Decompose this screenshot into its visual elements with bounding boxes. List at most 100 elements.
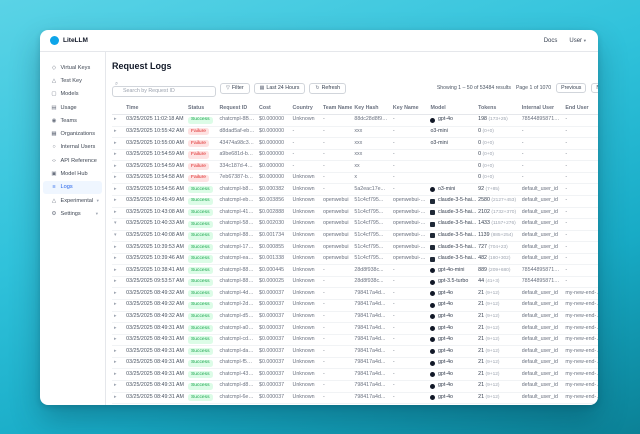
chevron-right-icon[interactable]: ▸ <box>114 324 117 331</box>
key-hash-cell: xxx <box>352 137 391 150</box>
request-id-cell[interactable]: chatcmpl-eaa8... <box>217 253 258 266</box>
request-id-cell[interactable]: chatcmpl-88P3... <box>217 276 258 289</box>
country-cell: Unknown <box>290 299 321 312</box>
model-cell: gpt-3.5-turbo <box>428 276 477 289</box>
key-name-cell: - <box>390 299 429 312</box>
internal-user-cell: default_user_id <box>519 368 564 381</box>
sidebar-item-model-hub[interactable]: ▣ Model Hub <box>43 167 102 180</box>
request-id-cell[interactable]: chatcmpl-f5e7... <box>217 357 258 370</box>
chevron-down-icon[interactable]: ▾ <box>114 220 117 227</box>
chevron-right-icon[interactable]: ▸ <box>114 359 117 366</box>
model-name: gpt-4o <box>437 382 453 389</box>
end-user-cell: - <box>563 218 598 231</box>
request-id-cell[interactable]: d8dad5af-eb08... <box>217 126 258 139</box>
table-row: ▸ 03/25/2025 08:49:32 AM Success chatcmpl-4… <box>112 287 598 300</box>
user-menu[interactable]: User ▾ <box>569 37 586 44</box>
time-cell: 03/25/2025 08:49:31 AM <box>124 392 187 405</box>
tokens-breakdown: (9+12) <box>485 383 500 389</box>
chevron-right-icon[interactable]: ▸ <box>114 197 117 204</box>
sidebar-item-settings[interactable]: ⚙ Settings ▾ <box>43 207 102 220</box>
sidebar-item-experimental[interactable]: △ Experimental ▾ <box>43 194 102 207</box>
chevron-right-icon[interactable]: ▸ <box>114 174 117 181</box>
request-id-cell[interactable]: chatcmpl-da01... <box>217 345 258 358</box>
status-cell: Success <box>186 380 218 393</box>
chevron-right-icon[interactable]: ▸ <box>114 266 117 273</box>
chevron-right-icon[interactable]: ▸ <box>114 243 117 250</box>
previous-page-button[interactable]: Previous <box>556 83 587 93</box>
request-id-cell[interactable]: chatcmpl-43e9... <box>217 368 258 381</box>
openai-icon <box>430 291 436 297</box>
request-id-cell[interactable]: chatcmpl-cd3b... <box>217 334 258 347</box>
sidebar-item-api-reference[interactable]: ‹› API Reference <box>43 154 102 167</box>
page-indicator: Page 1 of 1070 <box>515 85 552 91</box>
chevron-right-icon[interactable]: ▸ <box>114 151 117 158</box>
chevron-right-icon[interactable]: ▸ <box>114 185 117 192</box>
tokens-cell: 21 (9+12) <box>476 311 520 324</box>
tokens-cell: 1433 (1157+276) <box>476 218 520 231</box>
country-cell: Unknown <box>290 253 321 266</box>
sidebar-item-test-key[interactable]: △ Test Key <box>43 74 102 87</box>
time-cell: 03/25/2025 08:49:31 AM <box>124 357 187 370</box>
chevron-right-icon[interactable]: ▸ <box>114 162 117 169</box>
chevron-right-icon[interactable]: ▸ <box>114 370 117 377</box>
chevron-right-icon[interactable]: ▸ <box>114 139 117 146</box>
sidebar-item-usage[interactable]: ▤ Usage <box>43 101 102 114</box>
sidebar-item-virtual-keys[interactable]: ◇ Virtual Keys <box>43 61 102 74</box>
request-id-cell[interactable]: chatcmpl-ebba... <box>217 195 258 208</box>
request-id-cell[interactable]: 43474a98c3f8... <box>217 137 258 150</box>
sidebar-item-teams[interactable]: ◉ Teams <box>43 114 102 127</box>
chevron-right-icon[interactable]: ▸ <box>114 336 117 343</box>
team-name-cell: - <box>320 276 353 289</box>
refresh-button[interactable]: ↻ Refresh <box>309 82 347 94</box>
chevron-right-icon[interactable]: ▸ <box>114 208 117 215</box>
request-id-cell[interactable]: a9be681d-b8b8... <box>217 149 258 162</box>
request-id-cell[interactable]: 7eb67387-bcc2... <box>217 172 258 185</box>
request-id-cell[interactable]: chatcmpl-88Pl... <box>217 264 258 277</box>
request-id-cell[interactable]: chatcmpl-8B07... <box>217 114 258 127</box>
internal-user-cell: default_user_id <box>519 299 564 312</box>
chevron-right-icon[interactable]: ▸ <box>114 278 117 285</box>
sidebar-item-logs[interactable]: ≡ Logs <box>43 180 102 194</box>
end-user-cell: - <box>563 126 598 139</box>
chevron-right-icon[interactable]: ▸ <box>114 127 117 134</box>
next-page-button[interactable]: Next <box>591 83 598 93</box>
country-cell: - <box>290 137 321 150</box>
request-id-cell[interactable]: chatcmpl-4177... <box>217 207 258 220</box>
sidebar-item-models[interactable]: ▢ Models <box>43 88 102 101</box>
sidebar-item-organizations[interactable]: ▦ Organizations <box>43 127 102 140</box>
request-id-cell[interactable]: chatcmpl-d52a... <box>217 311 258 324</box>
request-id-cell[interactable]: chatcmpl-b87a... <box>217 183 258 196</box>
request-id-cell[interactable]: chatcmpl-a087... <box>217 322 258 335</box>
request-id-cell[interactable]: chatcmpl-6ed8... <box>217 392 258 405</box>
time-range-button[interactable]: ▦ Last 24 Hours <box>253 82 306 94</box>
end-user-cell: - <box>563 230 598 243</box>
request-id-cell[interactable]: chatcmpl-d865... <box>217 380 258 393</box>
chevron-right-icon[interactable]: ▸ <box>114 301 117 308</box>
search-input[interactable] <box>112 85 216 97</box>
request-id-cell[interactable]: chatcmpl-883a... <box>217 230 258 243</box>
chevron-down-icon[interactable]: ▾ <box>114 232 117 238</box>
request-id-cell[interactable]: chatcmpl-e891... <box>217 403 258 405</box>
sidebar-item-internal-users[interactable]: ○ Internal Users <box>43 141 102 154</box>
internal-user-cell: 7854489587148... <box>519 276 564 289</box>
chevron-right-icon[interactable]: ▸ <box>114 312 117 319</box>
filter-button[interactable]: ▽ Filter <box>220 82 250 94</box>
chevron-right-icon[interactable]: ▸ <box>114 255 117 262</box>
chevron-right-icon[interactable]: ▸ <box>114 382 117 389</box>
status-badge: Success <box>188 324 213 332</box>
chevron-right-icon[interactable]: ▸ <box>114 116 117 123</box>
chevron-right-icon[interactable]: ▸ <box>114 289 117 296</box>
request-id-cell[interactable]: chatcmpl-1748... <box>217 241 258 254</box>
chevron-right-icon[interactable]: ▸ <box>114 347 117 354</box>
chevron-right-icon[interactable]: ▸ <box>114 393 117 400</box>
request-id-cell[interactable]: chatcmpl-2d8f... <box>217 299 258 312</box>
tokens-breakdown: (209+680) <box>488 267 511 273</box>
request-id-cell[interactable]: 334c187d-4b4e... <box>217 160 258 173</box>
sidebar-item-label: Settings <box>60 210 81 217</box>
docs-link[interactable]: Docs <box>543 37 558 44</box>
model-name: gpt-4o <box>437 289 453 296</box>
request-id-cell[interactable]: chatcmpl-5898... <box>217 218 258 231</box>
country-cell: Unknown <box>290 311 321 324</box>
request-id-cell[interactable]: chatcmpl-4db7... <box>217 287 258 300</box>
sidebar-item-label: API Reference <box>60 157 97 164</box>
